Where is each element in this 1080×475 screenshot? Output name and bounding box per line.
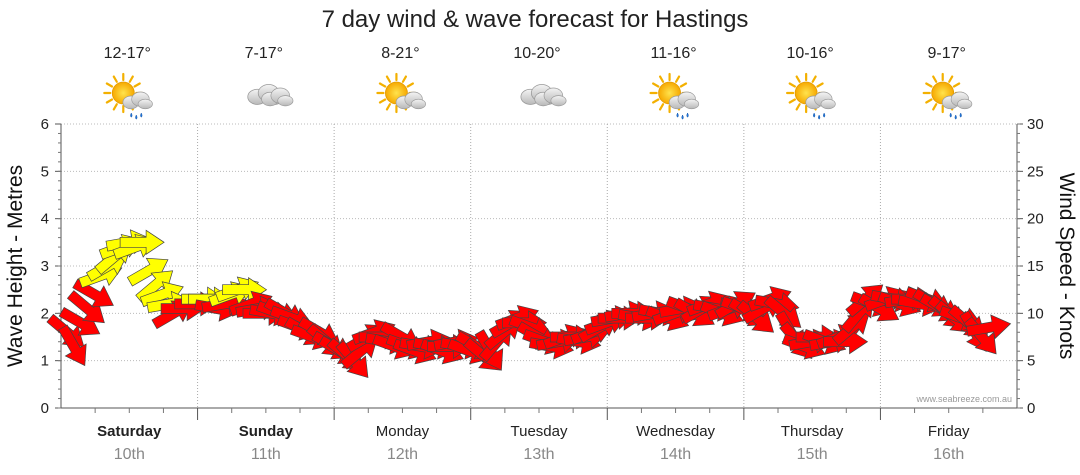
y2-tick-label: 5 — [1027, 353, 1035, 370]
cloud-icon — [247, 84, 294, 107]
day-name-label: Tuesday — [511, 423, 568, 440]
day-date-label: 16th — [933, 446, 964, 463]
y-axis-label: Wave Height - Metres — [4, 165, 27, 367]
daily-temp-range: 10-20° — [513, 45, 560, 62]
day-name-label: Monday — [376, 423, 430, 440]
day-name-label: Sunday — [239, 423, 294, 440]
y-tick-label: 4 — [41, 211, 49, 228]
y2-tick-label: 15 — [1027, 258, 1044, 275]
wind-arrow — [119, 229, 165, 255]
day-labels: Saturday 10th Sunday 11th Monday 12th Tuesday 1… — [97, 423, 970, 463]
x-axis-minor-ticks — [94, 408, 984, 413]
day-name-label: Saturday — [97, 423, 162, 440]
day-date-label: 14th — [660, 446, 691, 463]
chart-title: 7 day wind & wave forecast for Hastings — [322, 6, 749, 33]
y2-axis-ticks: 0 5 10 15 20 25 30 — [1017, 116, 1044, 417]
site-credit: www.seabreeze.com.au — [915, 394, 1012, 404]
daily-temp-range: 8-21° — [381, 45, 419, 62]
y-tick-label: 6 — [41, 116, 49, 133]
y2-tick-label: 0 — [1027, 400, 1035, 417]
day-date-label: 10th — [114, 446, 145, 463]
day-name-label: Friday — [928, 423, 970, 440]
y-tick-label: 3 — [41, 258, 49, 275]
grid — [61, 123, 1017, 420]
wind-arrow — [126, 257, 169, 287]
daily-temp-range: 10-16° — [786, 45, 833, 62]
daily-temp-range: 7-17° — [245, 45, 283, 62]
y2-tick-label: 30 — [1027, 116, 1044, 133]
cloud-icon — [520, 84, 567, 107]
wind-arrow — [57, 324, 87, 367]
day-date-label: 12th — [387, 446, 418, 463]
day-date-label: 11th — [251, 446, 281, 463]
day-date-label: 13th — [523, 446, 554, 463]
day-date-label: 15th — [797, 446, 828, 463]
y-axis-ticks: 0 1 2 3 4 5 6 — [41, 116, 61, 417]
sun-cloud-rain-icon — [649, 72, 700, 120]
daily-temp-range: 11-16° — [651, 45, 697, 62]
y2-tick-label: 25 — [1027, 163, 1044, 180]
y2-tick-label: 10 — [1027, 305, 1044, 322]
y-tick-label: 2 — [41, 305, 49, 322]
day-name-label: Wednesday — [636, 423, 715, 440]
y2-axis-label: Wind Speed - Knots — [1055, 173, 1078, 360]
daily-temp-range: 12-17° — [104, 45, 151, 62]
y-tick-label: 1 — [41, 353, 49, 370]
wind-arrows-series — [46, 229, 1012, 379]
sun-cloud-rain-icon — [786, 72, 836, 120]
sun-cloud-rain-icon — [103, 72, 153, 120]
y-tick-label: 5 — [41, 163, 49, 180]
y2-tick-label: 20 — [1027, 211, 1044, 228]
sun-cloud-rain-icon — [922, 72, 973, 120]
y-tick-label: 0 — [41, 400, 49, 417]
sun-cloud-icon — [376, 72, 426, 114]
daily-temp-range: 9-17° — [928, 45, 966, 62]
day-name-label: Thursday — [781, 423, 844, 440]
daily-forecast-header: 12-17° 7-17° 8-21° 10-20° 11-16° 10-16° 9-17° — [103, 45, 973, 120]
wind-arrow — [965, 314, 1012, 340]
